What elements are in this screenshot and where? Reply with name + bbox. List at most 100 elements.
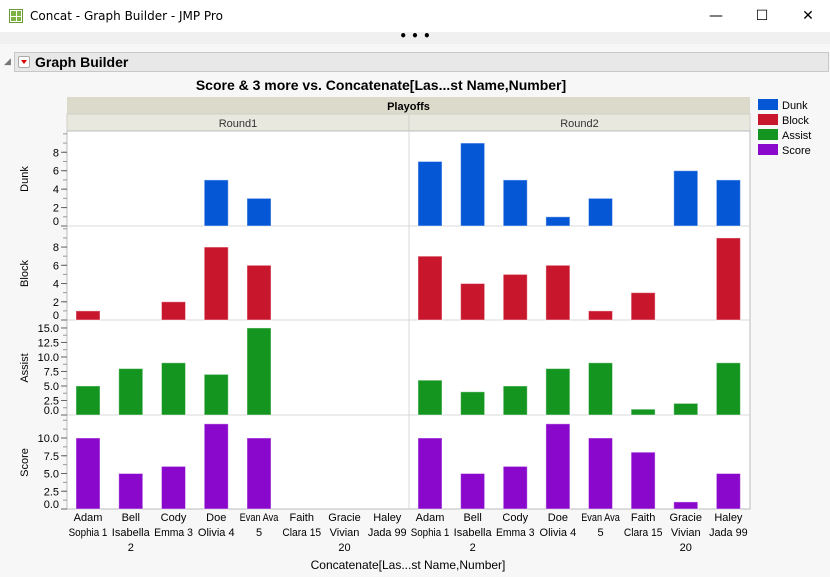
x-tick-label: Cody: [161, 512, 187, 524]
y-tick-label-block: 4: [53, 279, 59, 291]
x-tick-label: Evan Ava: [240, 512, 279, 524]
x-tick-label: Clara 15: [624, 527, 663, 539]
y-tick-label-dunk: 0: [53, 216, 59, 228]
y-axis-title-assist: Assist: [19, 353, 31, 382]
bar-block: [203, 246, 229, 321]
bar-score: [161, 465, 186, 510]
bar-block: [545, 264, 571, 321]
x-tick-label: 5: [597, 527, 603, 539]
x-tick-label: Doe: [206, 512, 226, 524]
x-tick-label: 2: [470, 542, 476, 554]
bar-block: [715, 237, 741, 321]
y-tick-label-block: 2: [53, 297, 59, 309]
chart-title: Score & 3 more vs. Concatenate[Las...st …: [196, 77, 566, 93]
x-tick-label: Emma 3: [154, 527, 193, 539]
y-axis-title-block: Block: [19, 260, 31, 287]
bar-dunk: [203, 179, 229, 227]
x-tick-label: Haley: [714, 512, 743, 524]
legend-swatch-assist: [758, 129, 778, 140]
bar-score: [502, 465, 528, 510]
group-header-label: Playoffs: [387, 101, 430, 113]
x-tick-label: Cody: [502, 512, 528, 524]
x-tick-label: 5: [256, 527, 262, 539]
bar-score: [417, 437, 443, 510]
x-tick-label: Emma 3: [496, 527, 535, 539]
y-tick-label-assist: 2.5: [44, 395, 59, 407]
y-axis-title-dunk: Dunk: [19, 166, 31, 192]
x-tick-label: Bell: [122, 512, 140, 524]
bar-dunk: [545, 216, 571, 227]
toolbar-toggle[interactable]: • • •: [0, 30, 830, 44]
bar-assist: [545, 368, 571, 416]
bar-assist: [460, 391, 486, 416]
y-tick-label-dunk: 4: [53, 184, 59, 196]
x-tick-label: Jada 99: [709, 527, 748, 539]
y-tick-label-dunk: 6: [53, 166, 59, 178]
x-tick-label: Jada 99: [368, 527, 407, 539]
legend-label-score: Score: [782, 145, 811, 157]
y-tick-label-score: 0.0: [44, 499, 59, 511]
bar-assist: [246, 327, 272, 416]
legend-swatch-score: [758, 144, 778, 155]
x-tick-label: Sophia 1: [69, 527, 108, 539]
red-triangle-menu-icon[interactable]: [18, 56, 30, 68]
bar-assist: [588, 362, 613, 416]
y-tick-label-block: 0: [53, 310, 59, 322]
graph-builder-header: Graph Builder: [14, 52, 829, 72]
minimize-button[interactable]: —: [709, 8, 723, 24]
bar-assist: [673, 402, 699, 416]
bar-score: [75, 437, 101, 510]
bar-block: [588, 310, 613, 321]
y-tick-label-score: 7.5: [44, 451, 59, 463]
x-tick-label: Vivian: [671, 527, 701, 539]
y-tick-label-score: 2.5: [44, 486, 59, 498]
x-tick-label: Faith: [631, 512, 655, 524]
bar-score: [246, 437, 272, 510]
x-tick-label: Bell: [463, 512, 481, 524]
bar-assist: [75, 385, 101, 416]
bar-assist: [715, 362, 741, 416]
title-bar: Concat - Graph Builder - JMP Pro — ☐ ✕: [0, 0, 830, 32]
bar-score: [203, 423, 229, 510]
y-axis-title-score: Score: [19, 448, 31, 477]
x-tick-label: 20: [680, 542, 692, 554]
bar-block: [502, 273, 528, 321]
bar-assist: [417, 379, 443, 416]
bar-score: [673, 501, 699, 510]
report-title: Graph Builder: [35, 54, 129, 70]
x-axis-title: Concatenate[Las...st Name,Number]: [311, 558, 506, 572]
y-tick-label-block: 6: [53, 260, 59, 272]
y-tick-label-score: 5.0: [44, 469, 59, 481]
y-tick-label-assist: 12.5: [38, 337, 59, 349]
x-tick-label: Haley: [373, 512, 402, 524]
x-tick-label: Adam: [416, 512, 445, 524]
legend-swatch-dunk: [758, 99, 778, 110]
bar-assist: [203, 373, 229, 416]
y-tick-label-block: 8: [53, 242, 59, 254]
x-tick-label: Evan Ava: [581, 512, 620, 524]
x-tick-label: Olivia 4: [198, 527, 235, 539]
panel-header-label: Round1: [219, 118, 258, 130]
y-tick-label-dunk: 8: [53, 147, 59, 159]
bar-score: [715, 473, 741, 510]
group-header: [67, 97, 750, 114]
bar-score: [545, 423, 571, 510]
bar-dunk: [588, 197, 613, 227]
x-tick-label: Isabella: [112, 527, 151, 539]
bar-dunk: [246, 197, 272, 227]
close-button[interactable]: ✕: [802, 8, 814, 24]
bar-dunk: [417, 160, 443, 227]
x-tick-label: Clara 15: [282, 527, 321, 539]
x-tick-label: Faith: [290, 512, 314, 524]
bar-block: [246, 264, 272, 321]
bar-score: [118, 473, 144, 510]
bar-block: [417, 255, 443, 321]
y-tick-label-assist: 10.0: [38, 352, 59, 364]
y-tick-label-dunk: 2: [53, 203, 59, 215]
maximize-button[interactable]: ☐: [755, 8, 769, 24]
y-tick-label-assist: 7.5: [44, 366, 59, 378]
x-tick-label: Olivia 4: [540, 527, 577, 539]
x-tick-label: Doe: [548, 512, 568, 524]
disclosure-triangle-icon[interactable]: ◢: [4, 57, 11, 67]
